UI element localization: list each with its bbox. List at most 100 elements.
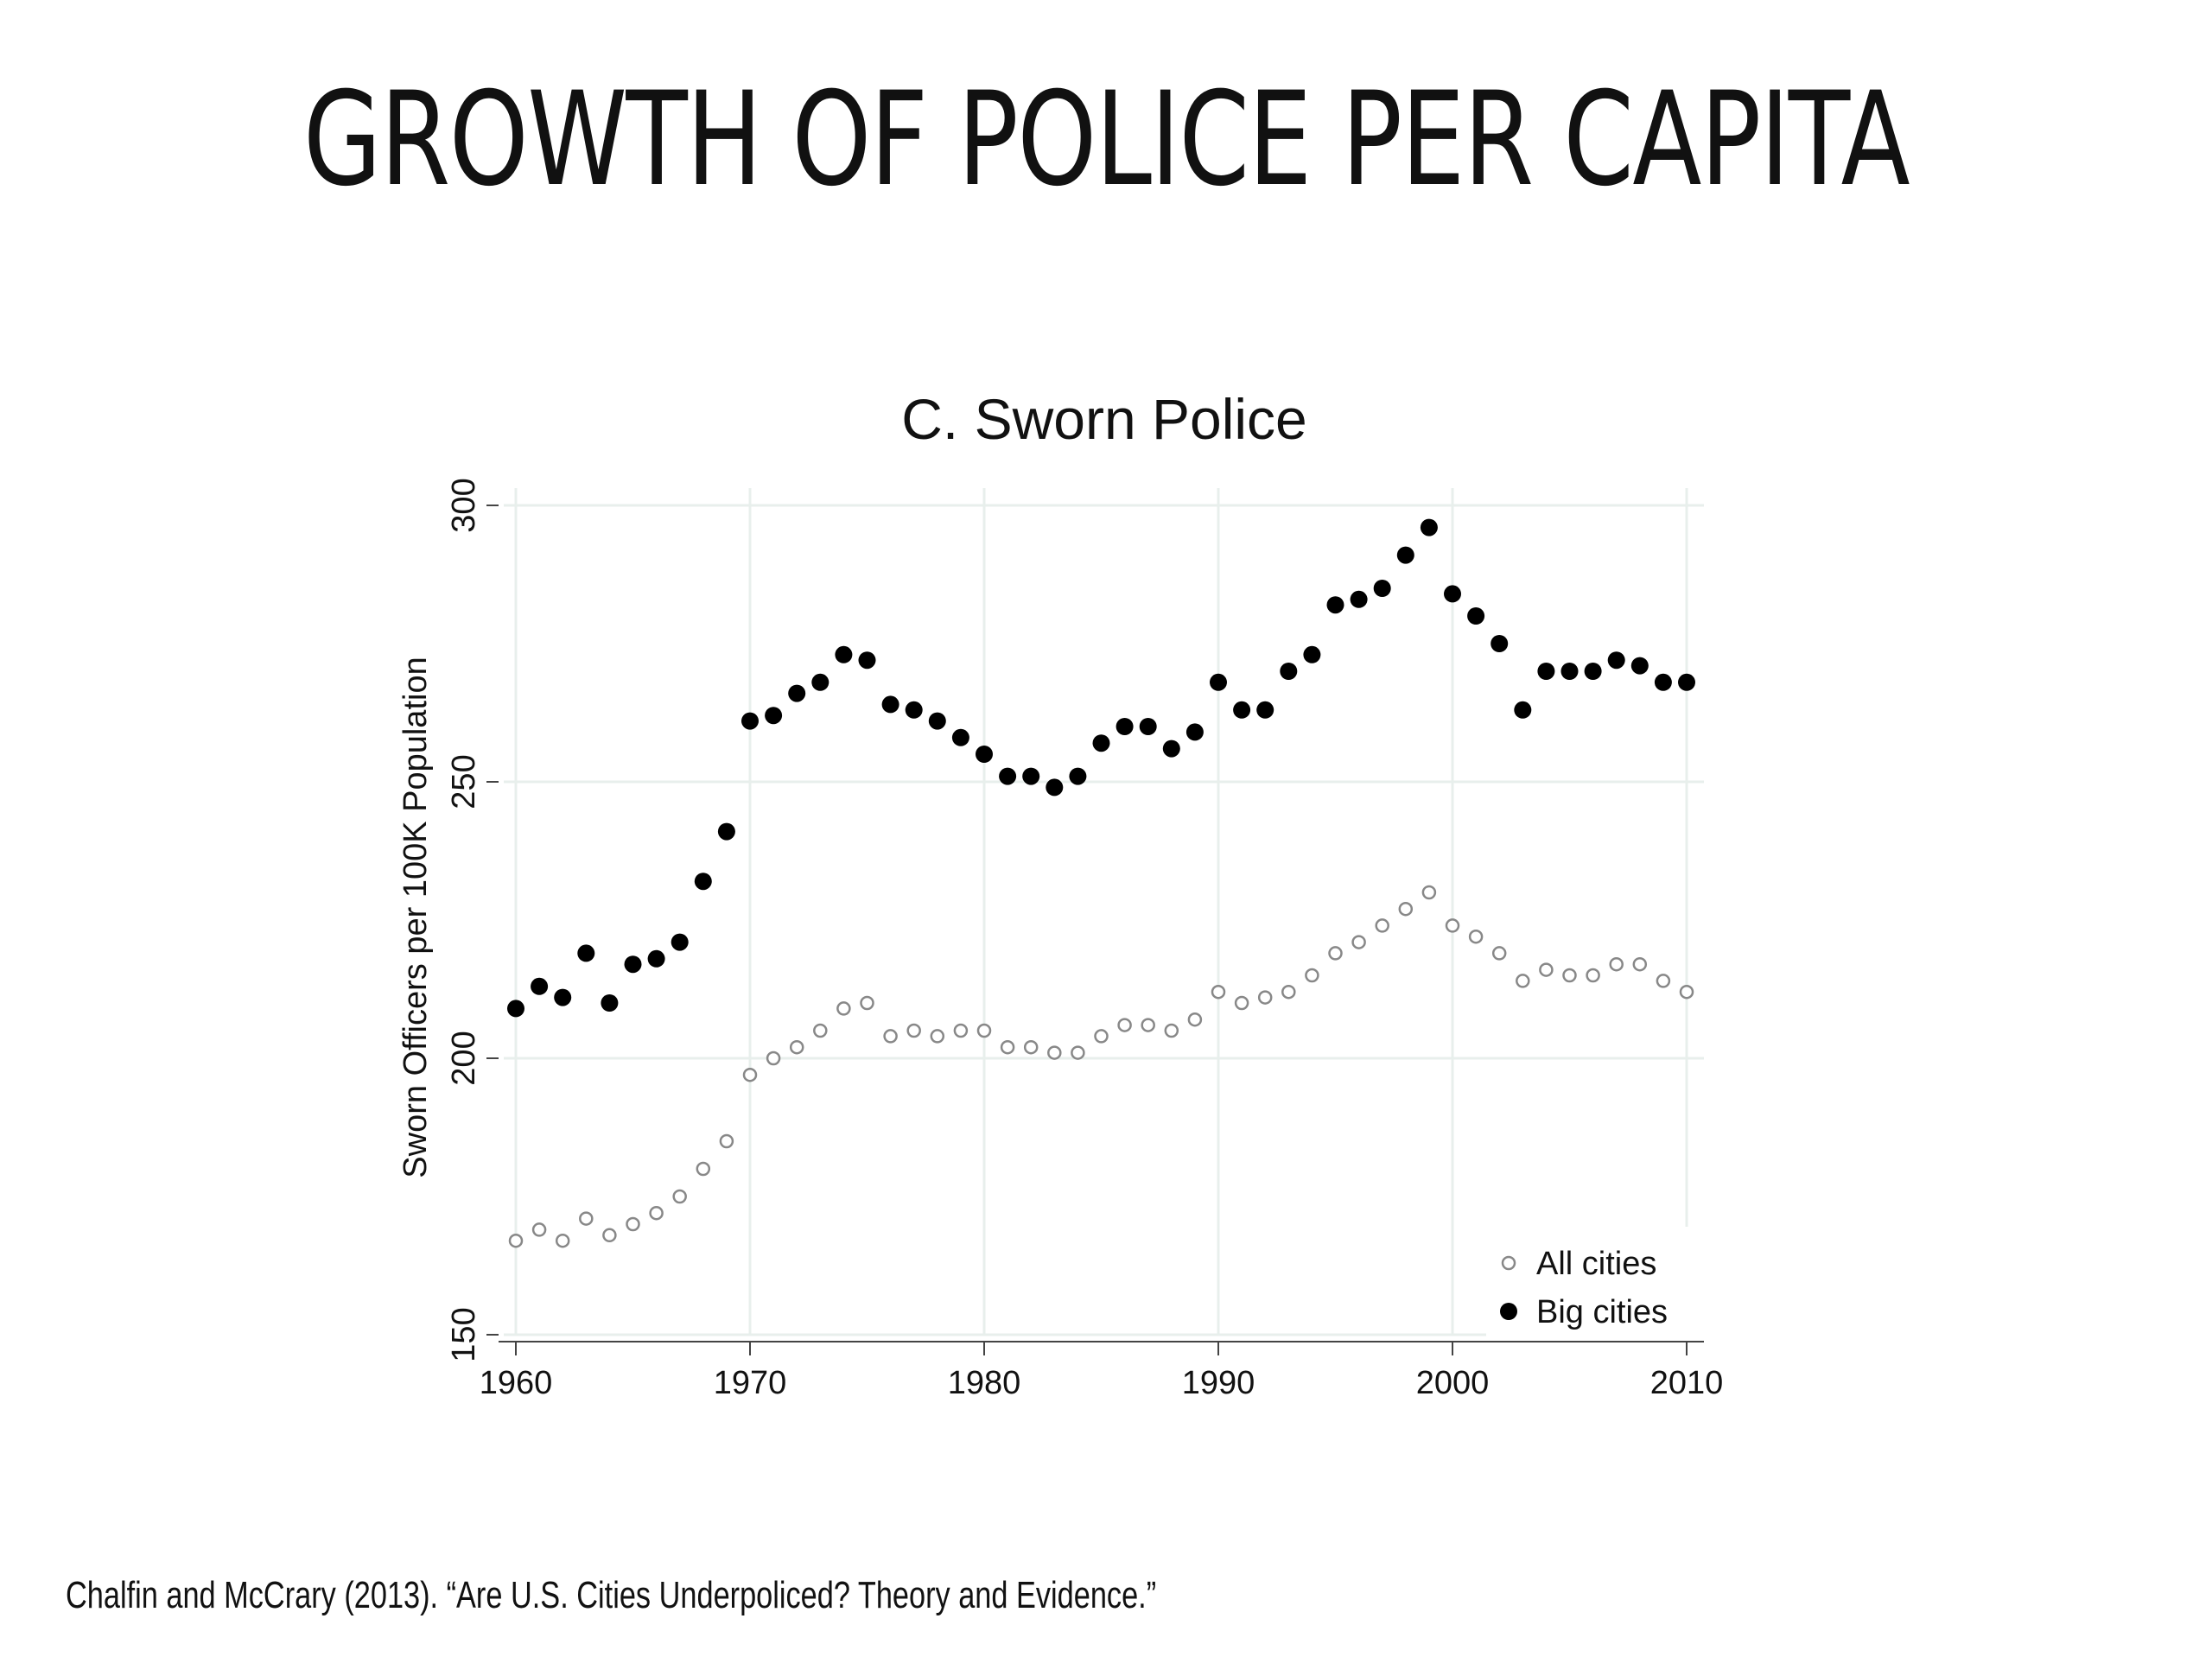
point-big-cities-1966	[647, 949, 665, 968]
point-big-cities-1974	[835, 645, 853, 663]
series-big-cities	[507, 518, 1695, 1018]
point-all-cities-2010	[1679, 984, 1694, 1000]
point-all-cities-1990	[1211, 984, 1226, 1000]
point-all-cities-1965	[626, 1216, 640, 1232]
point-big-cities-2009	[1654, 673, 1672, 691]
point-big-cities-2003	[1514, 701, 1532, 719]
point-all-cities-2002	[1491, 946, 1507, 961]
point-all-cities-1997	[1375, 918, 1389, 933]
point-big-cities-1969	[717, 822, 735, 841]
point-all-cities-2003	[1516, 974, 1530, 988]
point-big-cities-1997	[1373, 580, 1391, 597]
point-all-cities-1977	[906, 1023, 921, 1038]
point-all-cities-1964	[602, 1228, 617, 1243]
point-all-cities-1994	[1305, 968, 1319, 983]
point-all-cities-2008	[1632, 956, 1648, 972]
point-big-cities-1961	[531, 977, 549, 995]
point-big-cities-2005	[1560, 663, 1579, 680]
point-all-cities-1961	[531, 1222, 547, 1237]
point-all-cities-1972	[789, 1039, 804, 1055]
point-big-cities-1978	[928, 712, 946, 730]
point-all-cities-1984	[1071, 1045, 1085, 1060]
point-all-cities-1970	[742, 1067, 758, 1082]
point-all-cities-1973	[813, 1023, 828, 1038]
point-big-cities-1964	[601, 994, 619, 1012]
point-big-cities-1995	[1326, 596, 1344, 614]
y-axis-label: Sworn Officers per 100K Population	[397, 657, 434, 1177]
point-big-cities-1979	[951, 728, 969, 746]
legend-label-1: Big cities	[1536, 1294, 1668, 1330]
point-all-cities-2005	[1562, 968, 1577, 983]
point-big-cities-1972	[788, 684, 806, 702]
point-big-cities-1985	[1092, 734, 1110, 752]
point-big-cities-1981	[999, 767, 1017, 785]
legend-marker-1	[1500, 1303, 1517, 1320]
point-big-cities-1987	[1139, 718, 1157, 735]
grid-lines	[504, 488, 1704, 1336]
point-big-cities-2000	[1444, 585, 1461, 603]
series-all-cities	[508, 885, 1694, 1248]
point-big-cities-1986	[1116, 718, 1134, 735]
x-tick-label-1990: 1990	[1182, 1365, 1255, 1401]
point-all-cities-1999	[1421, 885, 1437, 900]
point-big-cities-1983	[1046, 778, 1064, 797]
point-big-cities-1991	[1233, 701, 1251, 719]
point-all-cities-1992	[1257, 990, 1273, 1005]
axes: 1960 1970 1980 1990 2000 2010 150 200 250 300	[446, 478, 1723, 1401]
point-all-cities-1983	[1047, 1045, 1062, 1060]
y-tick-label-200: 200	[446, 1031, 482, 1085]
point-all-cities-1978	[930, 1029, 945, 1044]
point-all-cities-1987	[1141, 1018, 1155, 1032]
point-all-cities-2007	[1609, 956, 1624, 972]
chart-title: C. Sworn Police	[901, 387, 1307, 451]
point-all-cities-1995	[1328, 946, 1343, 961]
point-big-cities-2004	[1537, 663, 1555, 680]
point-big-cities-1998	[1396, 546, 1414, 564]
point-all-cities-1969	[719, 1133, 734, 1149]
point-all-cities-1960	[508, 1233, 524, 1248]
data-points	[507, 518, 1695, 1248]
y-tick-label-300: 300	[446, 478, 482, 532]
point-big-cities-1968	[694, 873, 712, 891]
point-big-cities-1990	[1210, 673, 1227, 691]
point-big-cities-1999	[1420, 518, 1438, 536]
point-all-cities-1991	[1234, 995, 1249, 1011]
point-big-cities-1982	[1022, 767, 1040, 785]
point-big-cities-1976	[881, 695, 899, 714]
point-big-cities-2007	[1607, 651, 1625, 670]
point-big-cities-1977	[905, 701, 923, 719]
point-all-cities-1989	[1187, 1012, 1203, 1027]
point-big-cities-1994	[1303, 645, 1321, 663]
point-big-cities-1988	[1162, 739, 1180, 758]
point-all-cities-1998	[1398, 901, 1414, 917]
x-tick-label-2000: 2000	[1416, 1365, 1490, 1401]
y-tick-label-250: 250	[446, 754, 482, 809]
point-big-cities-2006	[1584, 663, 1602, 680]
legend-marker-0	[1501, 1255, 1516, 1271]
point-all-cities-2000	[1445, 918, 1460, 933]
point-big-cities-2002	[1491, 635, 1509, 652]
point-big-cities-1973	[811, 673, 830, 691]
point-big-cities-1971	[765, 707, 783, 725]
point-all-cities-1996	[1351, 935, 1366, 949]
point-big-cities-1960	[507, 1000, 524, 1018]
point-big-cities-2008	[1630, 657, 1649, 675]
x-tick-label-1960: 1960	[480, 1365, 553, 1401]
point-all-cities-1993	[1281, 984, 1296, 1000]
point-big-cities-1992	[1256, 701, 1274, 719]
point-all-cities-1980	[976, 1023, 992, 1038]
legend-background	[1486, 1227, 1704, 1339]
point-all-cities-1975	[860, 995, 874, 1011]
y-tick-label-150: 150	[446, 1307, 482, 1362]
point-big-cities-1975	[858, 651, 876, 670]
legend: All cities Big cities	[1486, 1227, 1704, 1339]
point-big-cities-1980	[976, 746, 993, 763]
point-big-cities-1965	[624, 955, 642, 974]
point-big-cities-1993	[1280, 663, 1298, 680]
point-all-cities-1974	[836, 1001, 851, 1016]
point-big-cities-1963	[577, 944, 595, 962]
point-big-cities-1962	[554, 988, 572, 1006]
point-big-cities-2001	[1467, 607, 1485, 625]
point-big-cities-1967	[671, 933, 689, 951]
